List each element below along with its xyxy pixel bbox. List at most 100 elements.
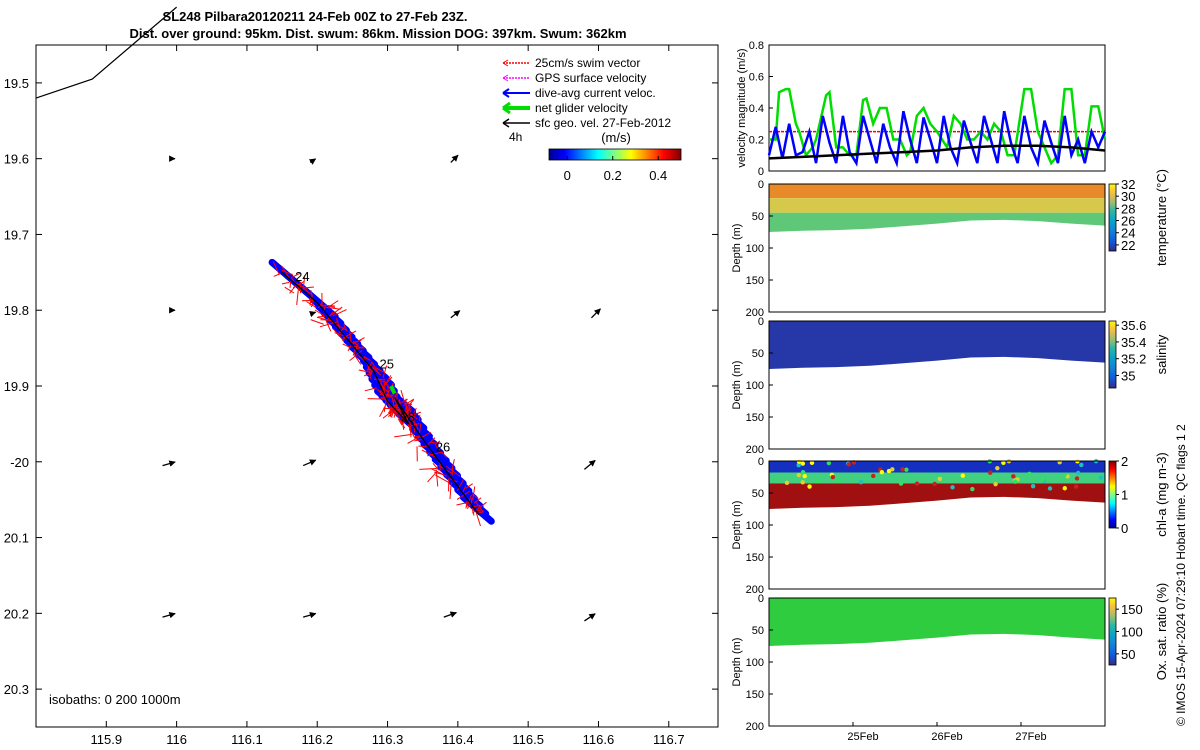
swim-vector: [421, 449, 436, 458]
colorbar-tick-label: 50: [1121, 647, 1135, 662]
colorbar-tick-label: 26: [1121, 214, 1135, 229]
map-y-tick-label: -20: [10, 455, 29, 470]
map-panel: 115.9 116 116.1 116.2 116.3 116.4 116.5 116.6 11…: [4, 6, 719, 747]
chla-sample-dot: [898, 481, 904, 486]
swim-vector: [397, 418, 402, 425]
net-velocity-vector: [389, 385, 397, 395]
legend-label-dive-avg: dive-avg current veloc.: [535, 86, 656, 100]
swim-vector: [383, 407, 401, 411]
map-y-tick-label: 19.7: [4, 227, 29, 242]
map-x-tick-label: 116.2: [301, 732, 333, 747]
sfc-geo-vector: [443, 611, 458, 618]
chla-sample-dot: [890, 467, 895, 472]
swim-vector: [405, 406, 412, 414]
legend-arrowhead-swim: [502, 59, 509, 67]
swim-vector: [427, 451, 444, 457]
depth-y-tick-label: 0: [758, 456, 764, 468]
swim-vector: [289, 286, 296, 294]
colorbar-tick-label: 0: [564, 168, 571, 183]
swim-vector: [446, 465, 461, 477]
chla-cbar-label: chl-a (mg m-3): [1154, 452, 1169, 537]
chla-sample-dot: [1098, 475, 1104, 480]
swim-vector: [384, 382, 394, 399]
chla-sample-dot: [1013, 479, 1018, 484]
swim-vector: [406, 411, 422, 418]
velocity-series-line: [768, 144, 1106, 160]
chla-sample-dot: [960, 473, 966, 478]
chla-sample-dot: [800, 480, 805, 485]
chla-sample-dot: [826, 460, 832, 466]
chla-sample-dot: [802, 473, 807, 479]
swim-vector: [472, 504, 481, 508]
swim-vector: [342, 343, 351, 349]
legend-label-sfc: sfc geo. vel. 27-Feb-2012: [535, 116, 671, 130]
swim-vector: [435, 474, 450, 484]
colorbar-tick-label: 1: [1121, 488, 1128, 503]
salinity-cbar-label: salinity: [1154, 334, 1169, 374]
swim-vector: [418, 445, 427, 448]
depth-y-tick-label: 200: [746, 721, 764, 733]
swim-vector: [371, 361, 379, 372]
colorbar-tick-label: 32: [1121, 177, 1135, 192]
swim-vector: [284, 286, 295, 294]
chla-sample-dot: [846, 462, 851, 467]
swim-vector: [353, 354, 362, 365]
depth-y-tick-label: 150: [746, 689, 764, 701]
depth-y-tick-label: 50: [752, 625, 764, 637]
swim-vector: [382, 365, 388, 378]
colorbar-tick-label: 0.2: [604, 168, 622, 183]
swim-vector: [471, 493, 479, 500]
swim-vector: [326, 300, 339, 309]
swim-vector: [419, 468, 437, 470]
speed-colorbar: (m/s) 0 0.2 0.4: [548, 130, 682, 183]
colorbar-tick-label: 0: [1121, 521, 1128, 536]
swim-vector: [430, 468, 447, 477]
depth-y-tick-label: 200: [746, 307, 764, 319]
legend-item-sfc: sfc geo. vel. 27-Feb-2012: [502, 116, 671, 130]
depth-y-tick-label: 100: [746, 243, 764, 255]
sfc-geo-vector: [450, 154, 459, 163]
swim-vector: [292, 281, 305, 289]
swim-vector: [372, 367, 382, 376]
swim-vector: [292, 272, 301, 278]
chla-layer: [769, 472, 1105, 484]
day-label: 28: [401, 409, 415, 424]
depth-y-label: Depth (m): [731, 638, 743, 687]
swim-vector: [396, 389, 399, 401]
map-x-tick-label: 116.1: [231, 732, 263, 747]
swim-vector: [310, 319, 324, 325]
chla-sample-dot: [904, 467, 909, 472]
swim-vector: [465, 483, 473, 489]
colorbar-tick-label: 35: [1121, 368, 1135, 383]
swim-vector: [456, 490, 471, 500]
velocity-series-line: [769, 87, 1107, 166]
chla-layer: [769, 483, 1105, 509]
chla-sample-dot: [807, 484, 812, 489]
chla-layer: [769, 461, 1105, 473]
colorbar-tick-label: 2: [1121, 454, 1128, 469]
time-x-tick-label: 25Feb: [847, 731, 878, 743]
time-x-tick-label: 26Feb: [931, 731, 962, 743]
chla-sample-dot: [879, 469, 885, 475]
map-y-tick-label: 19.6: [4, 152, 29, 167]
chla-sample-dot: [784, 480, 790, 486]
depth-y-tick-label: 100: [746, 657, 764, 669]
swim-vector: [349, 350, 363, 361]
legend-arrowhead-sfc: [502, 118, 510, 128]
swim-vector: [349, 330, 352, 343]
swim-vector: [273, 273, 281, 277]
legend-time-label: 4h: [509, 130, 522, 144]
swim-vector: [306, 301, 317, 308]
chla-sample-dot: [796, 459, 802, 464]
depth-y-tick-label: 50: [752, 348, 764, 360]
sfc-geo-vector: [309, 310, 317, 318]
swim-vector: [364, 387, 377, 392]
swim-vector: [368, 368, 371, 379]
swim-vector: [384, 376, 393, 386]
swim-vector: [418, 423, 422, 439]
day-label: 24: [295, 269, 309, 284]
legend-label-net: net glider velocity: [535, 101, 628, 115]
chla-sample-dot: [835, 478, 840, 483]
swim-vector: [411, 432, 416, 439]
